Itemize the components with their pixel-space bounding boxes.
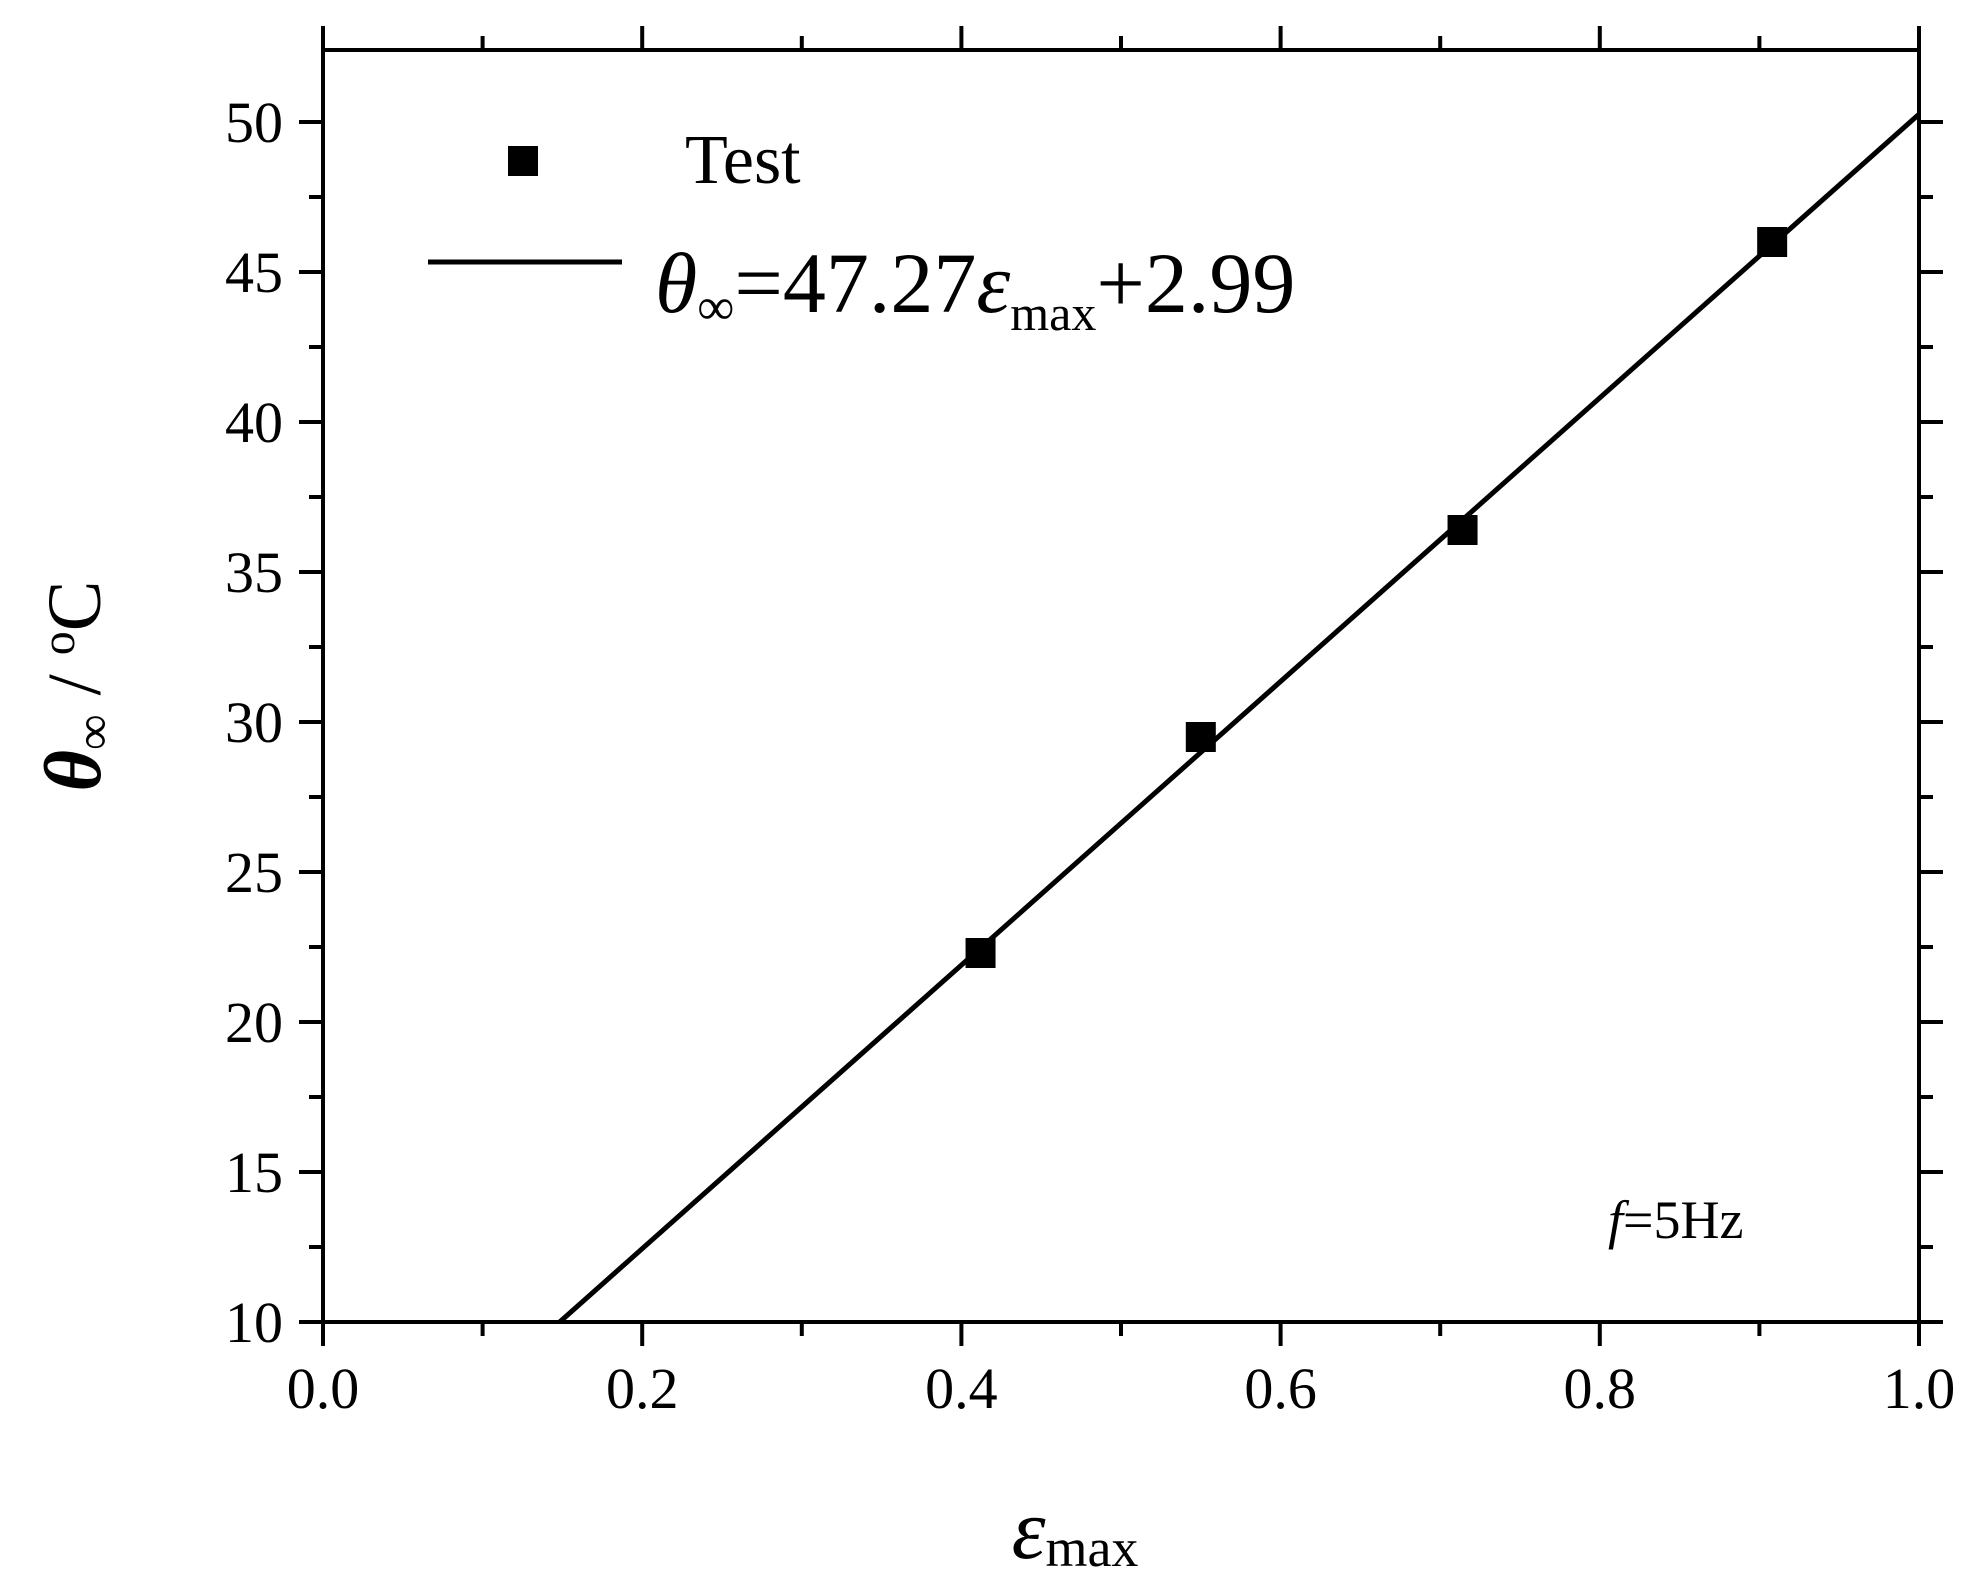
x-tick-label: 0.0 — [287, 1356, 360, 1421]
legend-fit-inf: ∞ — [697, 279, 734, 336]
y-axis-title-symbol: θ — [30, 750, 118, 792]
legend-fit-theta: θ — [655, 235, 697, 331]
x-tick-label: 0.8 — [1564, 1356, 1637, 1421]
test-data-point — [965, 938, 996, 968]
legend-label-test: Test — [685, 122, 801, 199]
y-axis-tick-labels: 10 15 20 25 30 35 40 45 50 — [225, 90, 283, 1355]
x-axis-tick-labels: 0.0 0.2 0.4 0.6 0.8 1.0 — [287, 1356, 1956, 1421]
x-tick-label: 0.2 — [606, 1356, 679, 1421]
x-axis-title-subscript: max — [1045, 1518, 1138, 1578]
legend-marker-test — [508, 146, 538, 176]
legend-fit-intercept: +2.99 — [1096, 235, 1295, 331]
legend: Test θ∞=47.27εmax+2.99 — [428, 122, 1295, 341]
frequency-value: =5Hz — [1623, 1190, 1743, 1250]
y-axis-title-subscript: ∞ — [65, 714, 121, 750]
y-tick-label: 20 — [225, 990, 283, 1055]
y-tick-label: 45 — [225, 240, 283, 305]
y-tick-label: 35 — [225, 540, 283, 605]
x-tick-label: 1.0 — [1883, 1356, 1956, 1421]
plot-area: 0.0 0.2 0.4 0.6 0.8 1.0 10 15 20 25 30 35 40 45 50 — [225, 26, 1955, 1421]
y-axis-title-unit: C — [33, 580, 117, 631]
legend-fit-coef: =47.27 — [734, 235, 976, 331]
y-tick-label: 50 — [225, 90, 283, 155]
x-tick-label: 0.6 — [1244, 1356, 1317, 1421]
frequency-annotation: f=5Hz — [1608, 1190, 1743, 1250]
y-axis-title: θ∞ / oC — [30, 580, 121, 791]
y-tick-label: 25 — [225, 840, 283, 905]
series-layer — [558, 112, 1921, 1324]
legend-label-fit: θ∞=47.27εmax+2.99 — [655, 235, 1295, 341]
legend-fit-max: max — [1010, 285, 1096, 341]
x-axis-title-symbol: ε — [1012, 1481, 1046, 1577]
y-tick-label: 10 — [225, 1290, 283, 1355]
x-axis-title: εmax — [1012, 1481, 1139, 1578]
fit-line — [558, 112, 1921, 1324]
legend-fit-eps: ε — [976, 235, 1010, 331]
x-tick-label: 0.4 — [925, 1356, 998, 1421]
test-data-point — [1185, 722, 1216, 752]
y-axis-ticks — [299, 120, 1943, 1324]
x-axis-ticks — [321, 26, 1921, 1346]
y-axis-title-slash: / — [33, 655, 117, 714]
y-tick-label: 15 — [225, 1140, 283, 1205]
y-axis-title-degree: o — [32, 631, 85, 655]
y-tick-label: 40 — [225, 390, 283, 455]
y-tick-label: 30 — [225, 690, 283, 755]
